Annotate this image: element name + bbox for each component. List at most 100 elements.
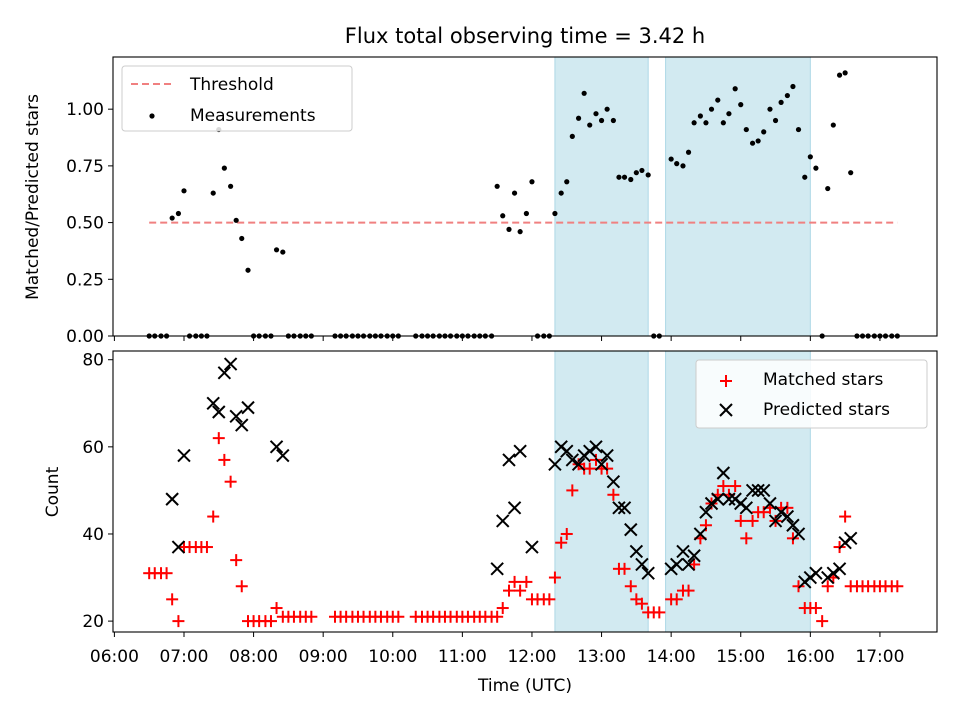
matched-star-marker [635,597,648,610]
matched-star-marker [717,480,730,493]
predicted-marker-stroke [681,557,696,572]
matched-star-marker [172,615,185,628]
matched-star-marker [212,432,225,445]
predicted-marker-stroke [826,566,841,580]
measurement-point [175,210,182,217]
predicted-marker-stroke [676,544,690,559]
bottom-y-axis-label: Count [43,466,63,517]
predicted-star-marker [594,457,609,471]
measurement-point [610,117,616,124]
measurement-point [633,170,639,176]
predicted-star-marker [276,448,290,463]
measurement-point [228,183,234,189]
measurement-point [529,179,535,185]
predicted-marker-stroke [600,448,614,463]
bottom-panel: 20 40 60 80 06:00 07:00 08:00 09:00 10:00 11:00 1… [43,350,938,696]
predicted-star-marker [722,492,736,506]
legend-measurement-swatch [149,113,155,119]
chart-title: Flux total observing time = 3.42 h [345,24,705,48]
x-tick-label: 11:00 [438,647,487,667]
predicted-star-marker [171,540,186,554]
predicted-star-marker [826,566,841,580]
matched-star-marker [682,584,695,597]
x-tick-label: 07:00 [159,647,208,667]
measurement-point [581,90,587,96]
measurement-point [517,229,523,235]
measurement-point [523,210,529,217]
predicted-marker-stroke [809,566,823,580]
matched-star-marker [230,554,243,567]
predicted-marker-stroke [687,549,701,563]
predicted-marker-stroke [490,562,504,576]
predicted-marker-stroke [217,366,232,380]
y-tick-label: 80 [82,351,104,371]
matched-star-marker [792,580,805,593]
measurement-point [221,165,227,171]
measurement-point [628,176,634,183]
measurement-point [616,174,622,180]
y-tick-label: 20 [82,612,104,632]
predicted-star-marker [177,448,191,463]
matched-star-marker [891,580,904,593]
predicted-marker-stroke [629,544,644,559]
matched-star-marker [543,593,556,606]
matched-star-marker [781,501,794,514]
predicted-marker-stroke [594,457,609,471]
predicted-star-marker [693,527,708,541]
predicted-star-marker [791,527,806,541]
predicted-marker-stroke [269,440,284,454]
measurement-point [668,156,674,162]
predicted-marker-stroke [768,514,783,528]
x-tick-label: 09:00 [299,647,348,667]
predicted-marker-stroke [751,483,765,498]
measurement-point [598,117,605,124]
predicted-marker-stroke [548,457,562,471]
measurement-point [639,167,645,174]
matched-star-marker [566,484,579,497]
matched-star-marker [514,584,527,597]
predicted-star-marker [235,418,249,432]
measurement-point [685,149,692,155]
y-tick-label: 0.50 [66,214,104,234]
y-tick-label: 0.00 [66,327,104,347]
matched-star-marker [207,510,220,523]
y-tick-label: 60 [82,438,104,458]
x-tick-label: 12:00 [507,647,556,667]
measurement-point [169,215,175,221]
predicted-star-marker [560,444,574,458]
predicted-star-marker [583,444,597,458]
matched-star-marker [583,462,596,475]
matched-star-marker [218,453,231,466]
predicted-marker-stroke [612,501,626,515]
predicted-marker-stroke [206,396,220,410]
measurement-point [761,129,767,135]
x-tick-label: 10:00 [368,647,417,667]
predicted-marker-stroke [745,483,760,498]
matched-star-marker [740,532,753,545]
predicted-marker-stroke [171,540,186,554]
predicted-star-marker [739,501,754,515]
predicted-star-marker [641,566,655,580]
y-tick-label: 0.75 [66,157,104,177]
measurement-point [743,126,749,133]
top-panel: Flux total observing time = 3.42 h 0.00 0… [23,24,938,347]
predicted-marker-stroke [704,496,719,511]
bottom-legend: Matched stars Predicted stars [695,359,928,429]
matched-star-marker [160,567,173,580]
measurement-point [511,190,518,196]
predicted-marker-stroke [786,518,800,532]
measurement-point [181,188,187,194]
top-x-ticks [113,336,881,341]
predicted-marker-stroke [177,448,191,463]
measurement-point [708,106,715,112]
predicted-star-marker [768,514,783,528]
predicted-marker-stroke [757,483,771,498]
measurement-point [280,249,286,255]
x-tick-label: 08:00 [229,647,278,667]
bottom-x-ticks: 06:00 07:00 08:00 09:00 10:00 11:00 12:00 13:00… [90,632,904,667]
matched-star-marker [224,475,237,488]
measurement-point [802,174,808,180]
predicted-star-marker [600,448,614,463]
top-shaded-regions [554,56,811,337]
measurement-point [552,210,558,217]
